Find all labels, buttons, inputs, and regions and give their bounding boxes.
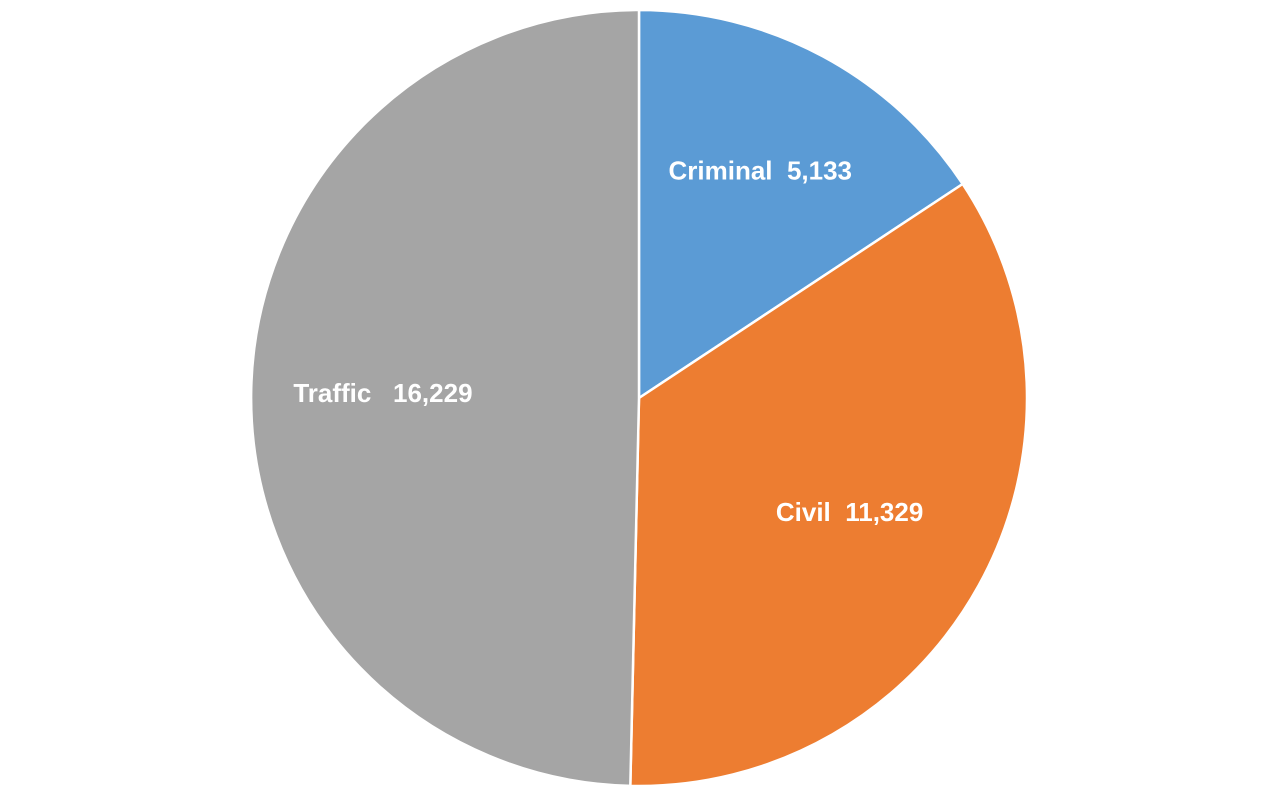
pie-slice-traffic bbox=[249, 8, 641, 788]
labels-layer: Criminal 5,133 Civil 11,329 Traffic 16,229 bbox=[293, 155, 923, 527]
data-label-traffic: Traffic 16,229 bbox=[293, 378, 472, 408]
pie-slice-criminal bbox=[637, 8, 964, 400]
pie-slice-civil bbox=[629, 182, 1029, 788]
data-label-civil: Civil 11,329 bbox=[776, 497, 923, 527]
slices-layer bbox=[249, 8, 1029, 788]
data-label-criminal: Criminal 5,133 bbox=[668, 155, 852, 185]
